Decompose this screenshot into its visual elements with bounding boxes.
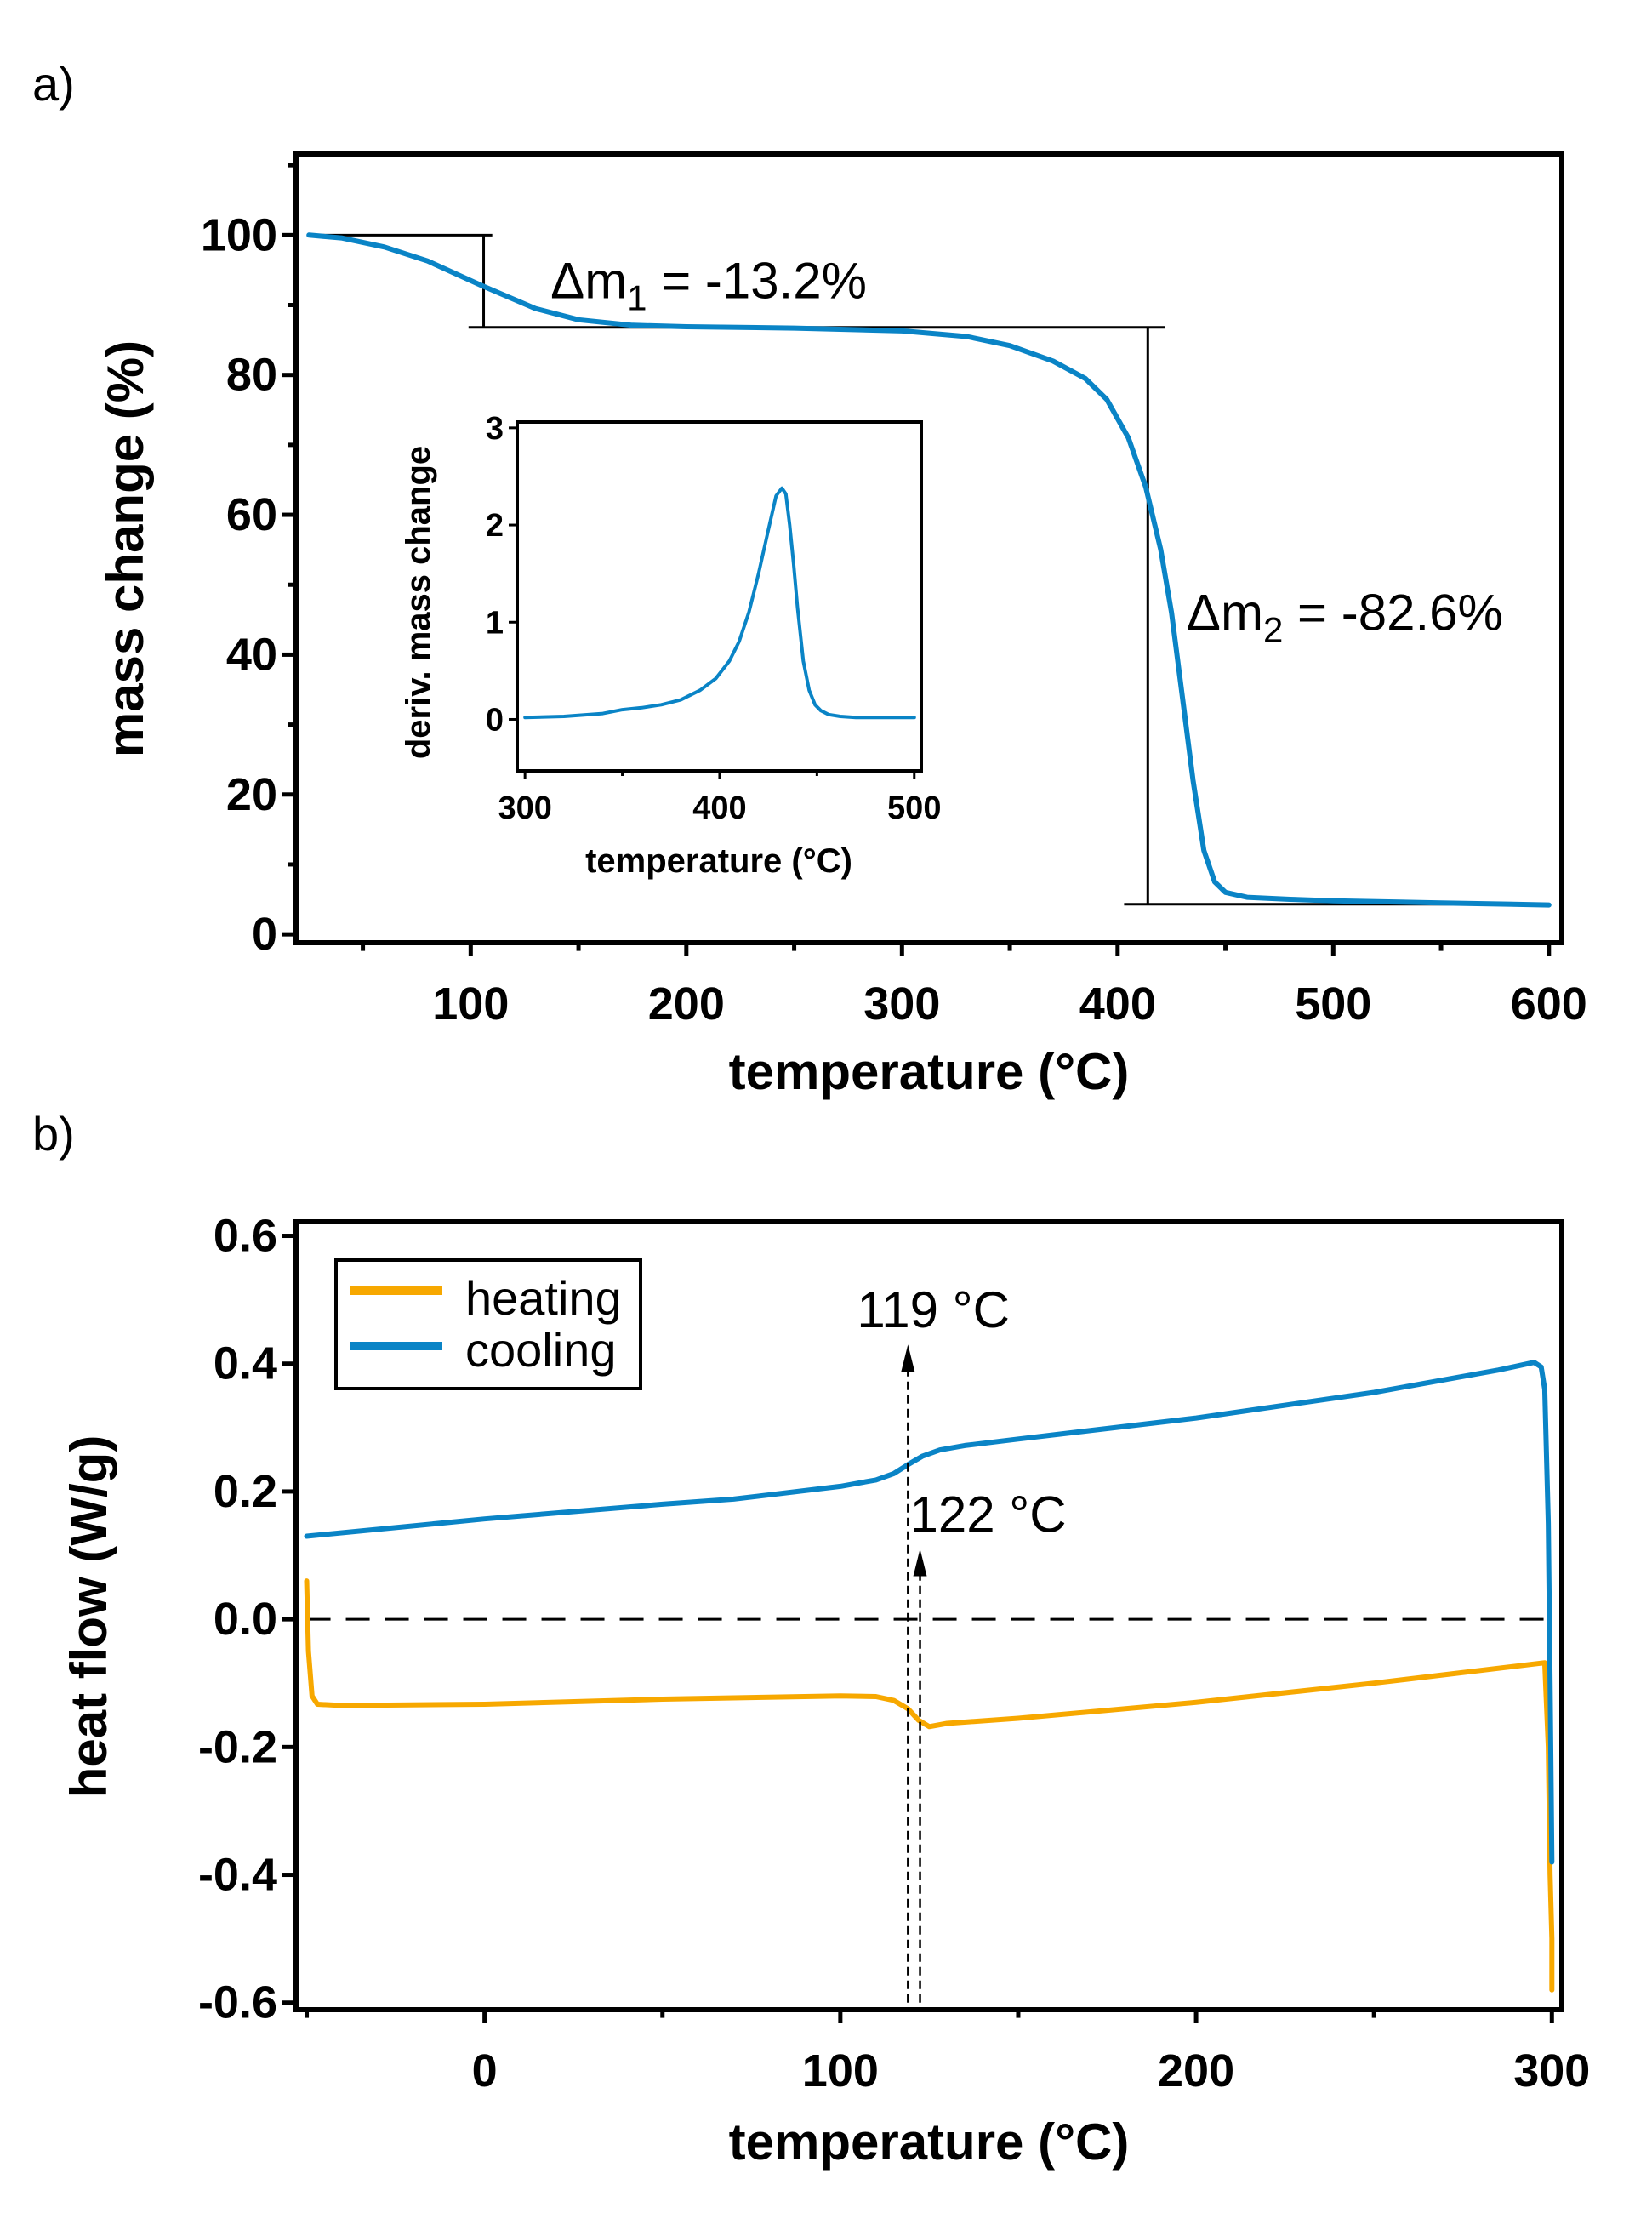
tga-y-axis-title: mass change (%)	[97, 340, 154, 757]
x-tick-label: 600	[1511, 978, 1587, 1030]
plot-frame	[293, 1219, 1564, 2012]
x-tick-label: 100	[432, 978, 509, 1030]
tga-curve	[306, 232, 1552, 908]
arrow-head-icon	[901, 1344, 915, 1372]
y-tick-label: 0.4	[214, 1338, 277, 1389]
y-tick-label: 40	[226, 629, 277, 680]
arrow-head-icon	[913, 1549, 927, 1577]
derivative-curve	[523, 486, 916, 720]
y-tick-label: 2	[486, 508, 504, 544]
dsc-y-axis-title: heat flow (W/g)	[60, 1435, 117, 1799]
y-tick-label: 80	[226, 350, 277, 401]
y-tick-label: 1	[486, 605, 504, 641]
legend: heating cooling	[334, 1258, 642, 1390]
y-tick-label: -0.2	[198, 1721, 277, 1772]
inset-x-axis-title: temperature (°C)	[585, 842, 852, 880]
x-tick-label: 500	[1295, 978, 1371, 1030]
panel-label-b: b)	[32, 1107, 75, 1161]
y-tick-label: -0.6	[198, 1977, 277, 2028]
x-tick-label: 400	[692, 790, 746, 826]
x-tick-label: 200	[1158, 2045, 1234, 2096]
x-tick-label: 300	[1513, 2045, 1590, 2096]
tga-x-axis-title: temperature (°C)	[729, 1043, 1130, 1100]
y-tick-label: 0	[486, 702, 504, 738]
x-tick-label: 100	[802, 2045, 879, 2096]
legend-box	[334, 1258, 642, 1390]
x-tick-label: 300	[498, 790, 551, 826]
y-tick-label: 0.2	[214, 1466, 277, 1517]
delta-m2-value: = -82.6%	[1283, 585, 1503, 642]
y-tick-label: 0	[252, 909, 277, 960]
y-tick-label: -0.4	[198, 1850, 277, 1901]
y-tick-label: 20	[226, 769, 277, 820]
panel-label-a: a)	[32, 57, 75, 111]
dsc-plot: 0 100 200 300 -0.6 -0.4 -0.2 0.0 0.2 0.4 0.6	[198, 1211, 1590, 2096]
x-tick-label: 0	[472, 2045, 498, 2096]
delta-m1-value: = -13.2%	[647, 252, 868, 309]
heating-curve	[304, 1578, 1555, 1993]
x-tick-label: 400	[1079, 978, 1156, 1030]
delta-m2-sub: 2	[1263, 610, 1283, 650]
plot-frame	[293, 151, 1564, 945]
delta-m2-main: Δm	[1187, 585, 1263, 642]
cooling-curve	[304, 1360, 1555, 1865]
arrow-label-122: 122 °C	[910, 1486, 1067, 1543]
y-tick-label: 100	[201, 209, 277, 260]
delta-m1-main: Δm	[550, 252, 627, 309]
x-tick-label: 500	[887, 790, 941, 826]
y-tick-label: 60	[226, 489, 277, 540]
x-tick-label: 200	[648, 978, 725, 1030]
delta-m1-annotation: Δm1 = -13.2%	[550, 252, 867, 317]
arrow-label-119: 119 °C	[857, 1281, 1010, 1338]
inset-frame	[516, 420, 923, 773]
delta-m1-sub: 1	[627, 277, 647, 317]
legend-label-cooling: cooling	[465, 1323, 616, 1377]
y-tick-label: 0.0	[214, 1594, 277, 1645]
x-tick-label: 300	[863, 978, 940, 1030]
delta-m2-annotation: Δm2 = -82.6%	[1187, 585, 1503, 650]
derivative-inset-plot: 300 400 500 0 1 2 3	[486, 411, 942, 826]
dsc-x-axis-title: temperature (°C)	[729, 2113, 1130, 2171]
inset-y-axis-title: deriv. mass change	[400, 446, 437, 759]
y-tick-label: 3	[486, 411, 504, 447]
y-tick-label: 0.6	[214, 1211, 277, 1262]
legend-label-heating: heating	[465, 1271, 622, 1325]
